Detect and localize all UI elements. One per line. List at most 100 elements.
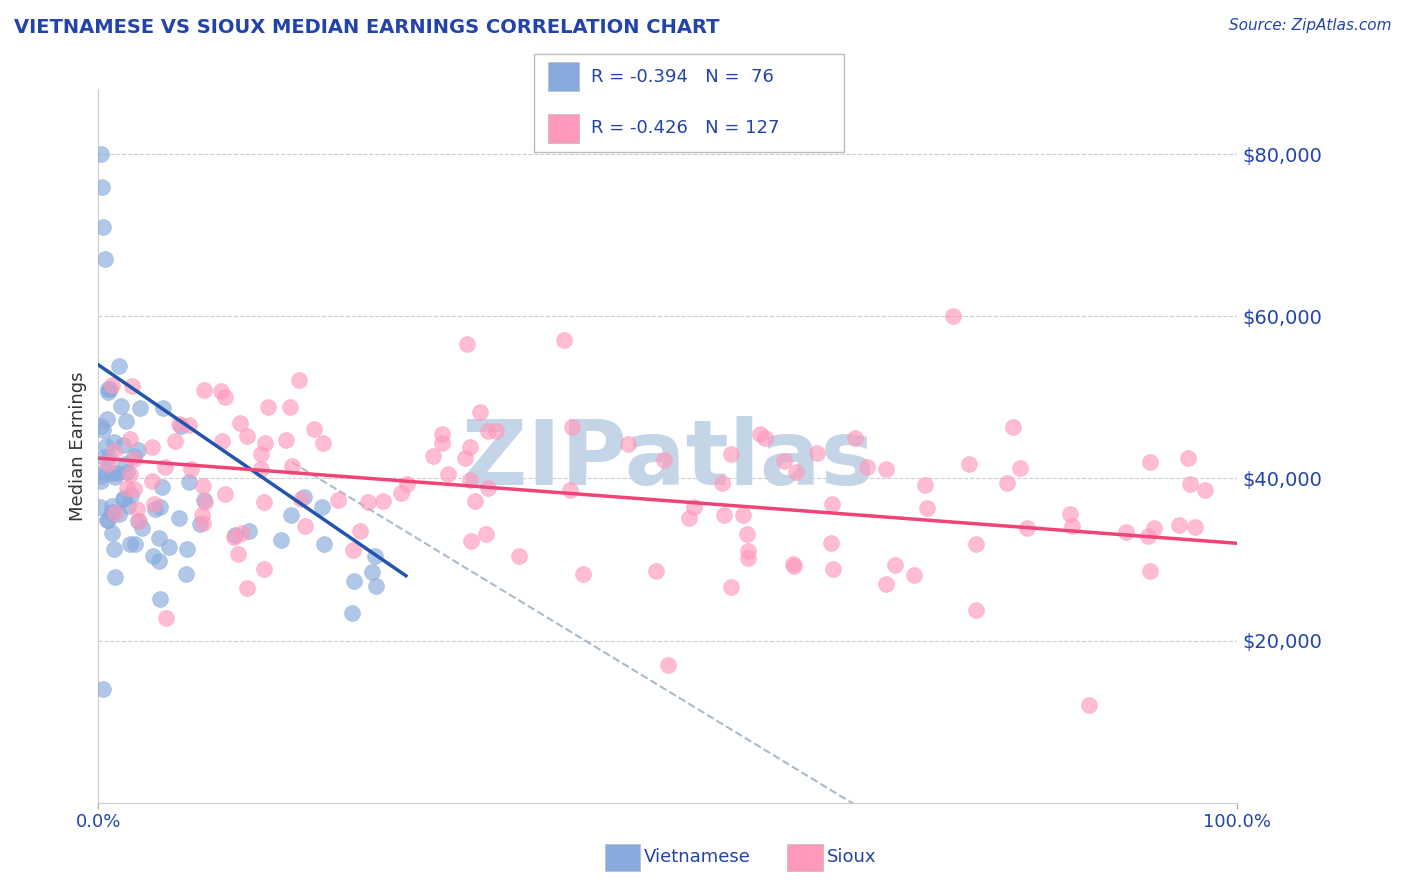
Point — [485, 424, 508, 438]
Point — [142, 549, 165, 563]
Point — [844, 431, 866, 445]
Point — [149, 500, 172, 515]
Point — [1143, 521, 1166, 535]
Point — [177, 417, 200, 432]
Point — [211, 434, 233, 448]
Point — [1008, 461, 1031, 475]
Point — [1060, 519, 1083, 533]
Point — [191, 479, 214, 493]
Point — [292, 490, 315, 504]
Point — [349, 524, 371, 538]
Point — [120, 488, 142, 502]
Point — [342, 542, 364, 557]
Text: VIETNAMESE VS SIOUX MEDIAN EARNINGS CORRELATION CHART: VIETNAMESE VS SIOUX MEDIAN EARNINGS CORR… — [14, 18, 720, 37]
Point — [657, 657, 679, 672]
Point — [903, 567, 925, 582]
Point — [141, 440, 163, 454]
Point — [153, 460, 176, 475]
Point — [191, 508, 214, 522]
Point — [748, 427, 770, 442]
Point — [115, 466, 138, 480]
Point — [127, 443, 149, 458]
Point — [214, 486, 236, 500]
Point — [311, 500, 333, 514]
Point — [294, 519, 316, 533]
Point — [257, 400, 280, 414]
Point — [89, 500, 111, 515]
Point — [157, 540, 180, 554]
Point — [253, 562, 276, 576]
Point — [236, 429, 259, 443]
Point — [128, 515, 150, 529]
Point — [93, 465, 115, 479]
Point — [169, 417, 191, 432]
Point — [115, 414, 138, 428]
Text: R = -0.426   N = 127: R = -0.426 N = 127 — [591, 120, 779, 137]
Point — [806, 446, 828, 460]
Point — [460, 533, 482, 548]
Point — [229, 416, 252, 430]
Point — [1059, 507, 1081, 521]
Point — [965, 603, 987, 617]
Point — [122, 452, 145, 467]
Point — [101, 377, 124, 392]
Point — [115, 481, 138, 495]
Text: Sioux: Sioux — [827, 848, 876, 866]
Text: ZIPatlas: ZIPatlas — [461, 417, 875, 504]
Point — [1017, 521, 1039, 535]
Point — [572, 567, 595, 582]
Point — [104, 470, 127, 484]
Point — [1136, 528, 1159, 542]
Point — [108, 359, 131, 374]
Point — [250, 447, 273, 461]
Text: Source: ZipAtlas.com: Source: ZipAtlas.com — [1229, 18, 1392, 33]
Point — [193, 492, 215, 507]
Point — [91, 179, 114, 194]
Point — [174, 566, 197, 581]
Point — [966, 537, 988, 551]
Point — [464, 493, 486, 508]
Point — [214, 391, 236, 405]
Point — [249, 462, 271, 476]
Point — [371, 494, 394, 508]
Point — [90, 469, 112, 483]
Y-axis label: Median Earnings: Median Earnings — [69, 371, 87, 521]
Point — [111, 491, 134, 506]
Point — [127, 515, 149, 529]
Point — [94, 252, 117, 267]
Point — [270, 533, 292, 547]
Point — [176, 541, 198, 556]
Point — [236, 581, 259, 595]
Point — [112, 438, 135, 452]
Point — [110, 399, 132, 413]
Point — [124, 483, 146, 497]
Point — [167, 510, 190, 524]
Point — [96, 382, 118, 396]
Point — [343, 574, 366, 588]
Point — [193, 516, 215, 531]
Point — [553, 333, 575, 347]
Point — [357, 494, 380, 508]
Point — [281, 459, 304, 474]
Point — [652, 453, 675, 467]
Point — [118, 432, 141, 446]
Point — [995, 475, 1018, 490]
Point — [855, 460, 877, 475]
Point — [1139, 565, 1161, 579]
Point — [252, 495, 274, 509]
Point — [432, 427, 454, 442]
Point — [97, 513, 120, 527]
Point — [456, 337, 478, 351]
Point — [194, 495, 217, 509]
Text: Vietnamese: Vietnamese — [644, 848, 751, 866]
Point — [188, 516, 211, 531]
Point — [101, 499, 124, 513]
Point — [90, 419, 112, 434]
Point — [884, 558, 907, 572]
Point — [118, 537, 141, 551]
Point — [96, 513, 118, 527]
Point — [121, 378, 143, 392]
Point — [396, 476, 419, 491]
Point — [96, 411, 118, 425]
Point — [155, 611, 177, 625]
